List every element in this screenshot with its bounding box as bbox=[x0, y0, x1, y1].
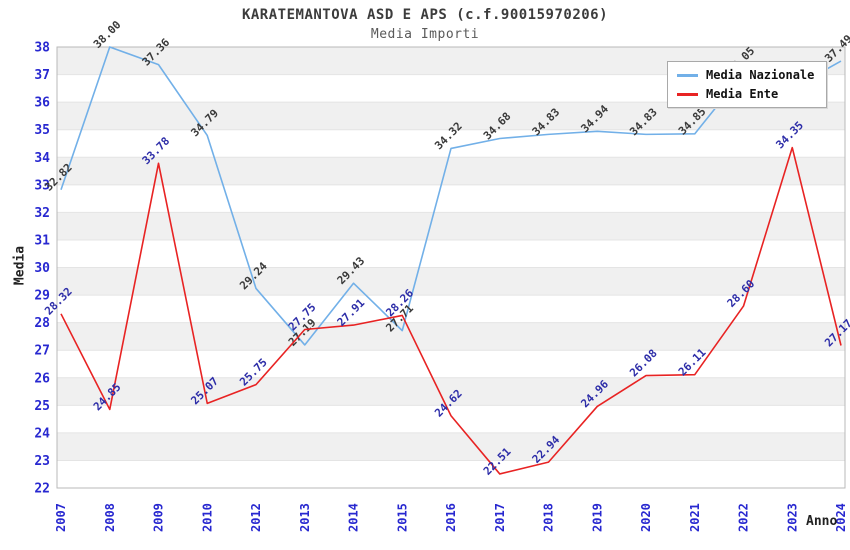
svg-text:2012: 2012 bbox=[249, 503, 263, 532]
svg-text:2024: 2024 bbox=[834, 503, 848, 532]
series-line bbox=[60, 146, 842, 475]
svg-text:37: 37 bbox=[34, 68, 50, 83]
svg-text:2010: 2010 bbox=[200, 503, 214, 532]
svg-text:32: 32 bbox=[34, 206, 50, 221]
svg-text:2018: 2018 bbox=[542, 503, 556, 532]
svg-text:36: 36 bbox=[34, 96, 50, 111]
svg-text:2016: 2016 bbox=[444, 503, 458, 532]
svg-text:25: 25 bbox=[34, 399, 50, 414]
svg-text:29: 29 bbox=[34, 289, 50, 304]
data-label: 26.08 bbox=[627, 347, 660, 380]
y-axis-title: Media bbox=[12, 245, 28, 286]
legend-item-media-nazionale: Media Nazionale bbox=[677, 68, 814, 82]
svg-text:23: 23 bbox=[34, 454, 50, 469]
svg-text:2022: 2022 bbox=[737, 503, 751, 532]
series-line bbox=[60, 46, 842, 346]
data-label: 38.00 bbox=[91, 18, 124, 51]
svg-text:2020: 2020 bbox=[639, 503, 653, 532]
plot-bands bbox=[57, 47, 845, 461]
y-gridlines bbox=[57, 46, 845, 489]
y-tick-labels: 22 23 24 25 26 27 28 29 30 31 32 33 34 35 36 37 38 bbox=[34, 41, 50, 497]
svg-text:2017: 2017 bbox=[493, 503, 507, 532]
chart-title: KARATEMANTOVA ASD E APS (c.f.90015970206… bbox=[241, 7, 609, 23]
svg-text:34: 34 bbox=[34, 151, 50, 166]
svg-text:2014: 2014 bbox=[347, 503, 361, 532]
chart-subtitle: Media Importi bbox=[370, 27, 480, 42]
svg-text:2007: 2007 bbox=[54, 503, 68, 532]
x-tick-labels: 2007 2008 2009 2010 2012 2013 2014 2015 2016 2017… bbox=[54, 503, 848, 532]
svg-text:2015: 2015 bbox=[395, 503, 409, 532]
svg-text:26: 26 bbox=[34, 371, 50, 386]
svg-text:28: 28 bbox=[34, 316, 50, 331]
svg-text:38: 38 bbox=[34, 41, 50, 56]
svg-text:2023: 2023 bbox=[785, 503, 799, 532]
svg-text:2019: 2019 bbox=[590, 503, 604, 532]
red-line-swatch-icon bbox=[677, 92, 698, 96]
svg-text:30: 30 bbox=[34, 261, 50, 276]
x-axis-title: Anno bbox=[806, 514, 838, 529]
legend-label: Media Nazionale bbox=[706, 68, 815, 82]
svg-text:2013: 2013 bbox=[298, 503, 312, 532]
svg-text:24: 24 bbox=[34, 426, 50, 441]
plot-frame bbox=[56, 46, 846, 489]
svg-text:31: 31 bbox=[34, 233, 50, 248]
svg-text:27: 27 bbox=[34, 344, 50, 359]
legend-item-media-ente: Media Ente bbox=[677, 87, 814, 101]
blue-line-swatch-icon bbox=[677, 73, 698, 77]
svg-text:2009: 2009 bbox=[152, 503, 166, 532]
svg-text:35: 35 bbox=[34, 123, 50, 138]
svg-text:33: 33 bbox=[34, 178, 50, 193]
legend-label: Media Ente bbox=[706, 87, 779, 101]
svg-text:2008: 2008 bbox=[103, 503, 117, 532]
svg-text:22: 22 bbox=[34, 482, 50, 497]
legend-box: Media Nazionale Media Ente bbox=[667, 61, 828, 108]
svg-text:2021: 2021 bbox=[688, 503, 702, 532]
